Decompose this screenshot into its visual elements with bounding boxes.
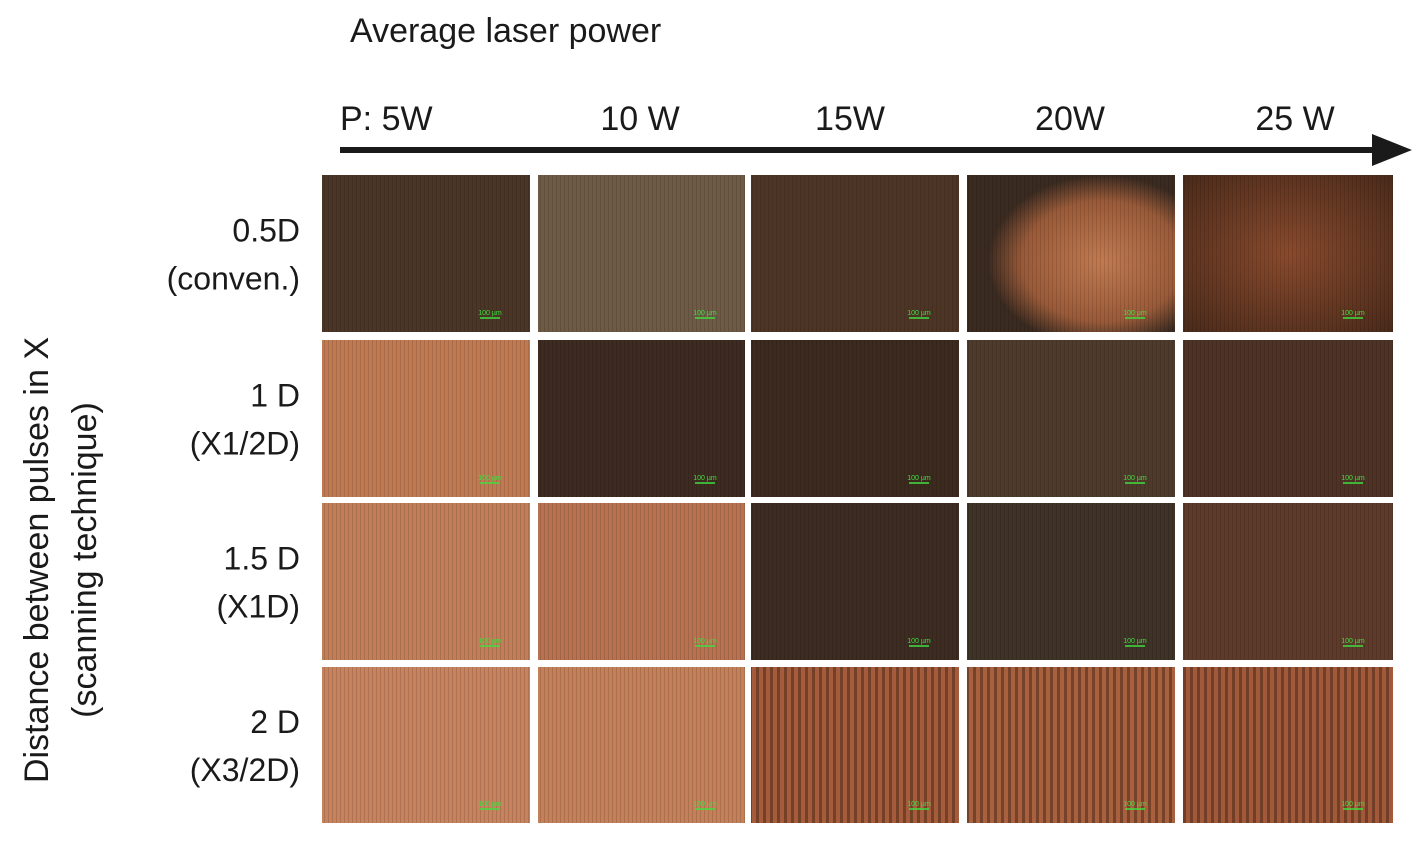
- scale-label: 100 µm: [693, 310, 717, 317]
- scale-label: 100 µm: [1341, 475, 1365, 482]
- texture: [1183, 503, 1393, 660]
- scale-label: 100 µm: [1341, 801, 1365, 808]
- row-label: 1.5 D: [224, 541, 300, 577]
- column-label: 20W: [1035, 100, 1105, 138]
- scale-label: 100 µm: [478, 475, 502, 482]
- row-label: 1 D: [250, 378, 300, 414]
- row-label: (X1/2D): [190, 426, 300, 462]
- scale-label: 100 µm: [693, 638, 717, 645]
- column-label: P: 5W: [340, 100, 433, 138]
- scale-label: 100 µm: [1123, 638, 1147, 645]
- column-label: 10 W: [600, 100, 679, 138]
- texture: [751, 175, 959, 332]
- texture: [967, 667, 1175, 823]
- texture: [1183, 175, 1393, 332]
- row-label: (X1D): [216, 589, 300, 625]
- texture: [1183, 667, 1393, 823]
- scale-label: 100 µm: [1123, 310, 1147, 317]
- scale-label: 100 µm: [907, 475, 931, 482]
- scale-label: 100 µm: [693, 801, 717, 808]
- texture: [967, 340, 1175, 497]
- texture: [967, 175, 1175, 332]
- scale-label: 100 µm: [907, 638, 931, 645]
- scale-label: 100 µm: [478, 801, 502, 808]
- texture: [751, 667, 959, 823]
- row-label: 2 D: [250, 704, 300, 740]
- scale-label: 100 µm: [478, 638, 502, 645]
- scale-label: 100 µm: [693, 475, 717, 482]
- y-axis-line: (scanning technique): [66, 402, 104, 718]
- scale-label: 100 µm: [1341, 638, 1365, 645]
- scale-label: 100 µm: [1123, 801, 1147, 808]
- texture: [751, 340, 959, 497]
- column-label: 15W: [815, 100, 885, 138]
- scale-label: 100 µm: [907, 801, 931, 808]
- texture: [322, 340, 530, 497]
- texture: [538, 503, 745, 660]
- scale-label: 100 µm: [1341, 310, 1365, 317]
- texture: [322, 175, 530, 332]
- figure-title: Average laser power: [350, 12, 661, 50]
- arrow-head: [1372, 134, 1412, 166]
- texture: [751, 503, 959, 660]
- texture: [322, 503, 530, 660]
- y-axis-line: Distance between pulses in X: [18, 337, 56, 783]
- texture: [1183, 340, 1393, 497]
- scale-label: 100 µm: [907, 310, 931, 317]
- texture: [967, 503, 1175, 660]
- texture: [538, 340, 745, 497]
- row-label: 0.5D: [232, 213, 300, 249]
- y-axis-label: Distance between pulses in X (scanning t…: [18, 337, 104, 783]
- row-label: (conven.): [167, 261, 300, 297]
- column-label: 25 W: [1255, 100, 1334, 138]
- texture: [538, 667, 745, 823]
- texture: [322, 667, 530, 823]
- row-label: (X3/2D): [190, 752, 300, 788]
- scale-label: 100 µm: [478, 310, 502, 317]
- texture: [538, 175, 745, 332]
- scale-label: 100 µm: [1123, 475, 1147, 482]
